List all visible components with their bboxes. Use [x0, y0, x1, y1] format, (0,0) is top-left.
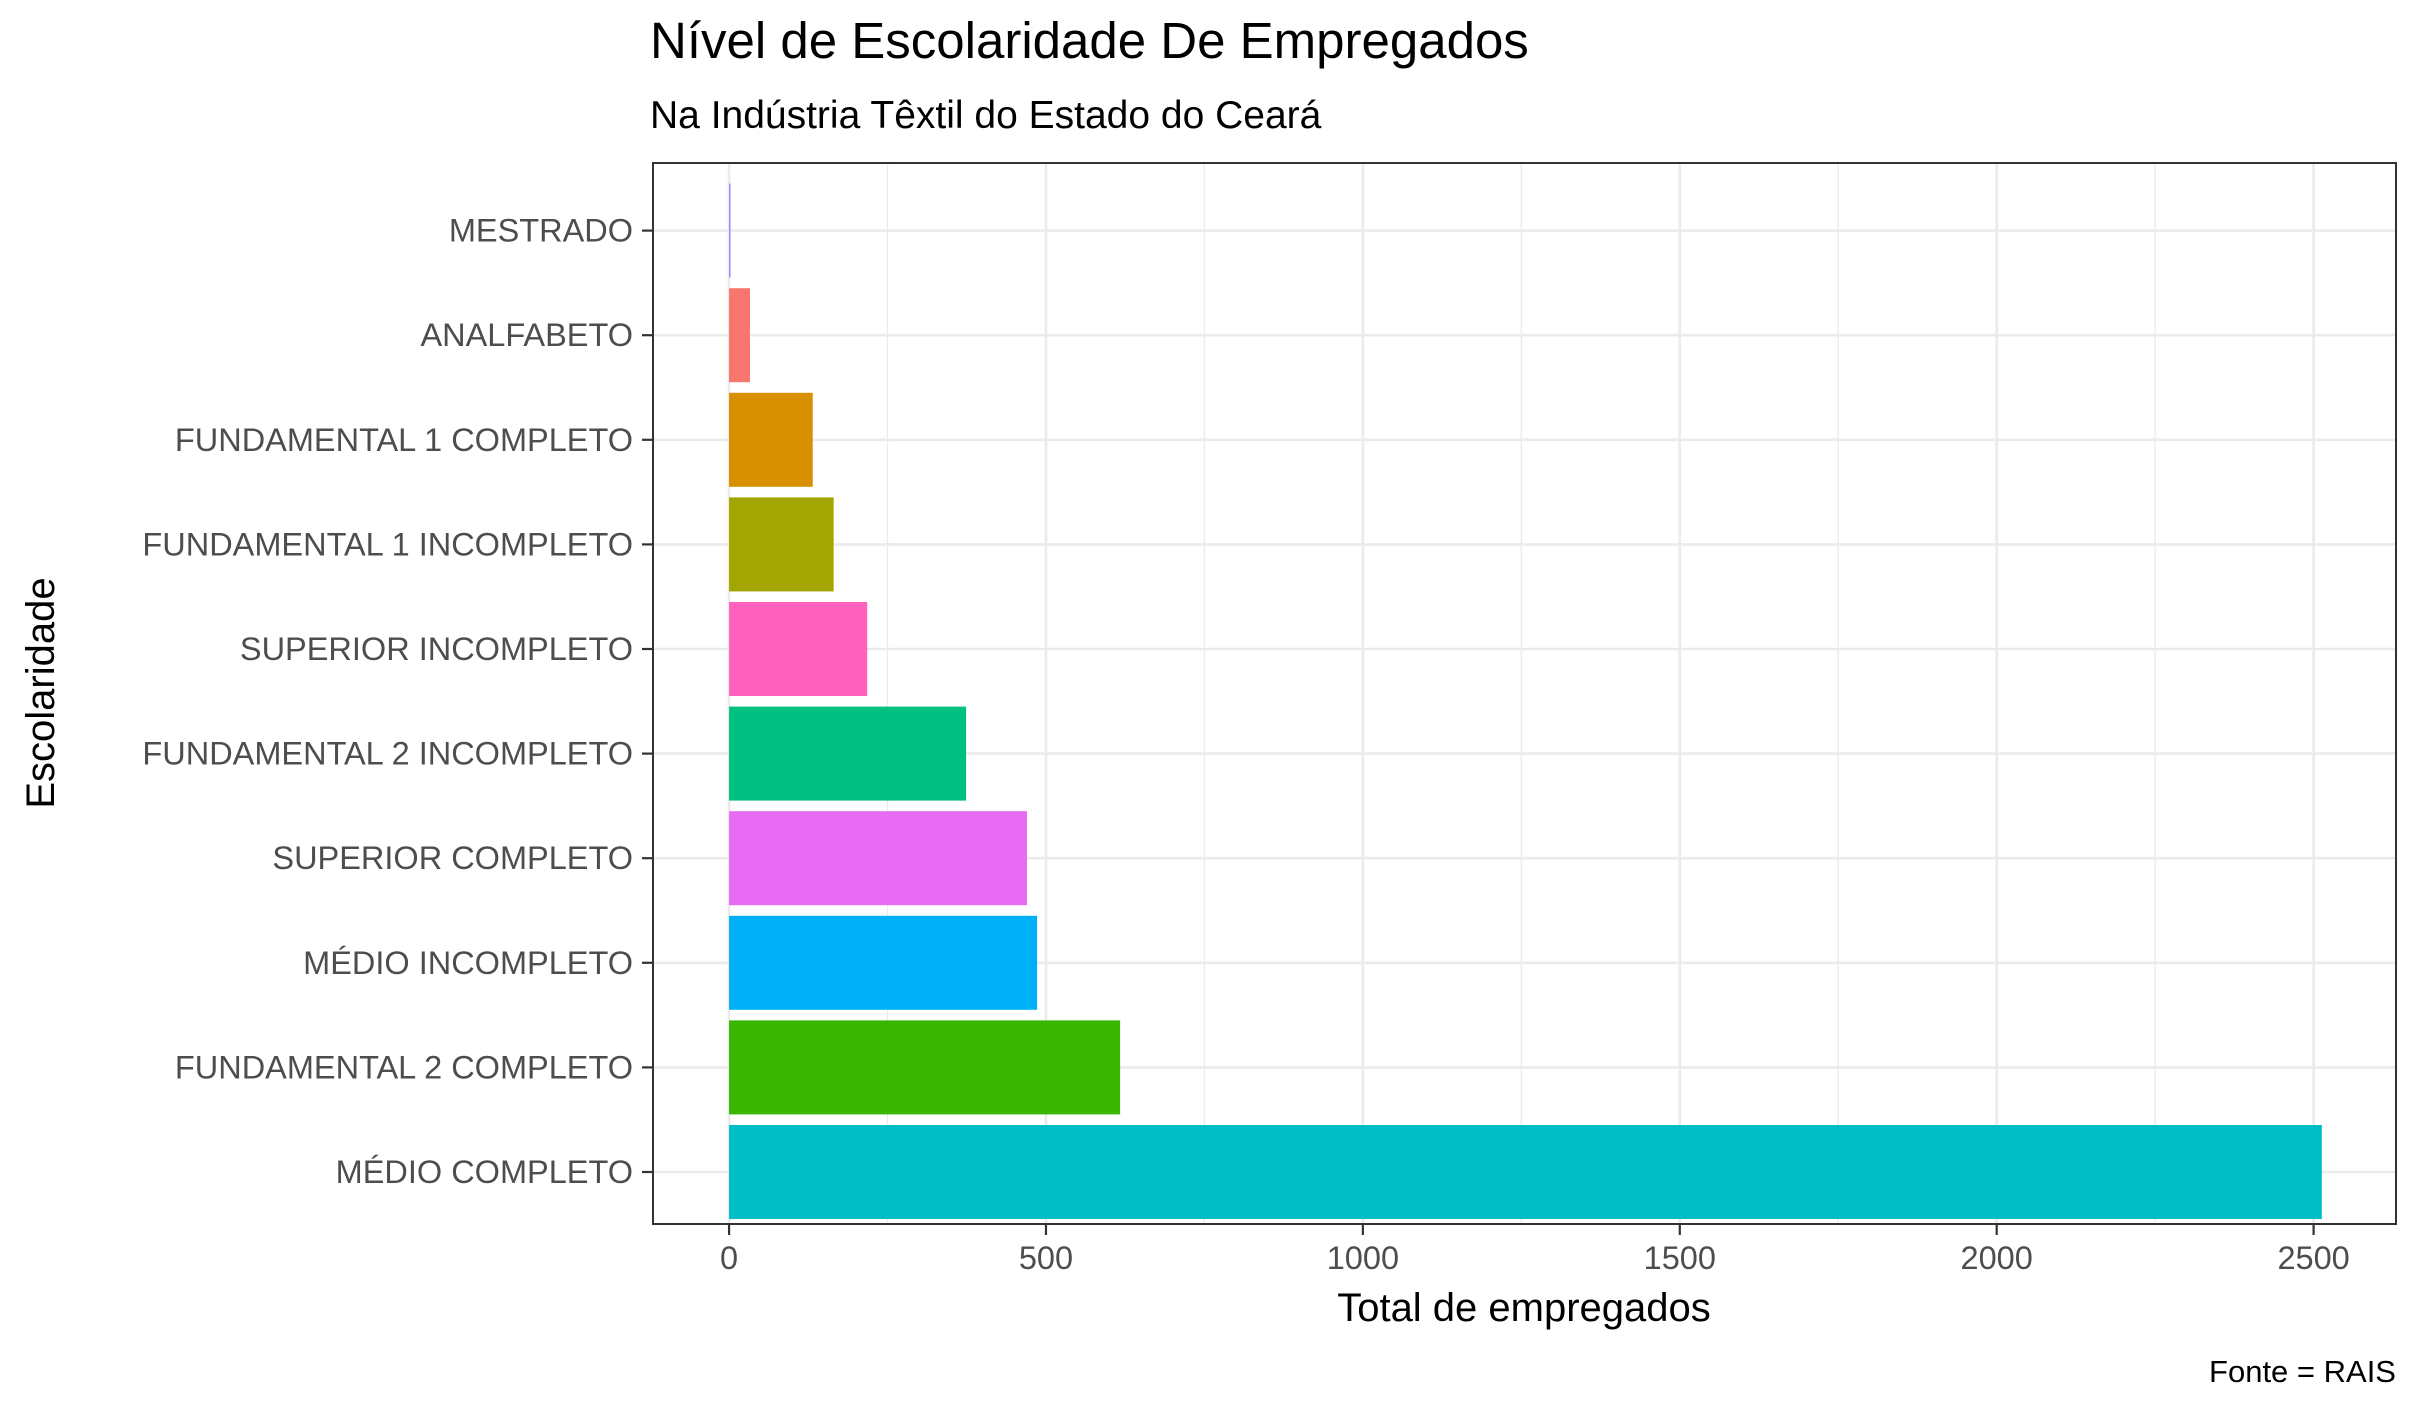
grid: [653, 163, 2396, 1224]
bar: [729, 811, 1027, 906]
x-tick-label: 2000: [1961, 1240, 2033, 1276]
plot-panel-border: [652, 162, 2397, 1225]
y-tick-label: SUPERIOR INCOMPLETO: [240, 631, 633, 667]
x-tick-label: 1000: [1327, 1240, 1399, 1276]
y-tick-label: MÉDIO INCOMPLETO: [303, 945, 633, 981]
bar: [729, 497, 834, 592]
y-tick-label: MÉDIO COMPLETO: [336, 1154, 633, 1190]
y-tick-label: ANALFABETO: [420, 317, 633, 353]
y-tick-label: FUNDAMENTAL 1 COMPLETO: [175, 422, 633, 458]
x-axis-title: Total de empregados: [1337, 1286, 1711, 1330]
x-tick-label: 0: [720, 1240, 738, 1276]
bar: [729, 706, 967, 801]
chart-title: Nível de Escolaridade De Empregados: [650, 12, 1529, 69]
bars: [729, 183, 2322, 1219]
chart-caption: Fonte = RAIS: [2209, 1354, 2396, 1389]
x-axis: 0 500 1000 1500 2000 2500: [720, 1224, 2350, 1276]
bar: [729, 1125, 2322, 1219]
x-tick-label: 2500: [2277, 1240, 2349, 1276]
y-tick-label: FUNDAMENTAL 2 COMPLETO: [175, 1049, 633, 1085]
x-tick-label: 500: [1019, 1240, 1073, 1276]
y-tick-label: FUNDAMENTAL 1 INCOMPLETO: [142, 526, 633, 562]
y-axis: MÉDIO COMPLETO FUNDAMENTAL 2 COMPLETO MÉDI…: [142, 213, 653, 1190]
bar: [729, 602, 868, 696]
bar: [729, 183, 731, 278]
bar: [729, 392, 813, 487]
bar: [729, 1020, 1121, 1115]
y-axis-title: Escolaridade: [19, 577, 63, 808]
y-tick-label: FUNDAMENTAL 2 INCOMPLETO: [142, 736, 633, 772]
y-tick-label: SUPERIOR COMPLETO: [272, 840, 633, 876]
x-tick-label: 1500: [1644, 1240, 1716, 1276]
bar: [729, 915, 1038, 1010]
y-tick-label: MESTRADO: [449, 213, 633, 249]
chart-subtitle: Na Indústria Têxtil do Estado do Ceará: [650, 94, 1322, 137]
bar: [729, 288, 750, 383]
